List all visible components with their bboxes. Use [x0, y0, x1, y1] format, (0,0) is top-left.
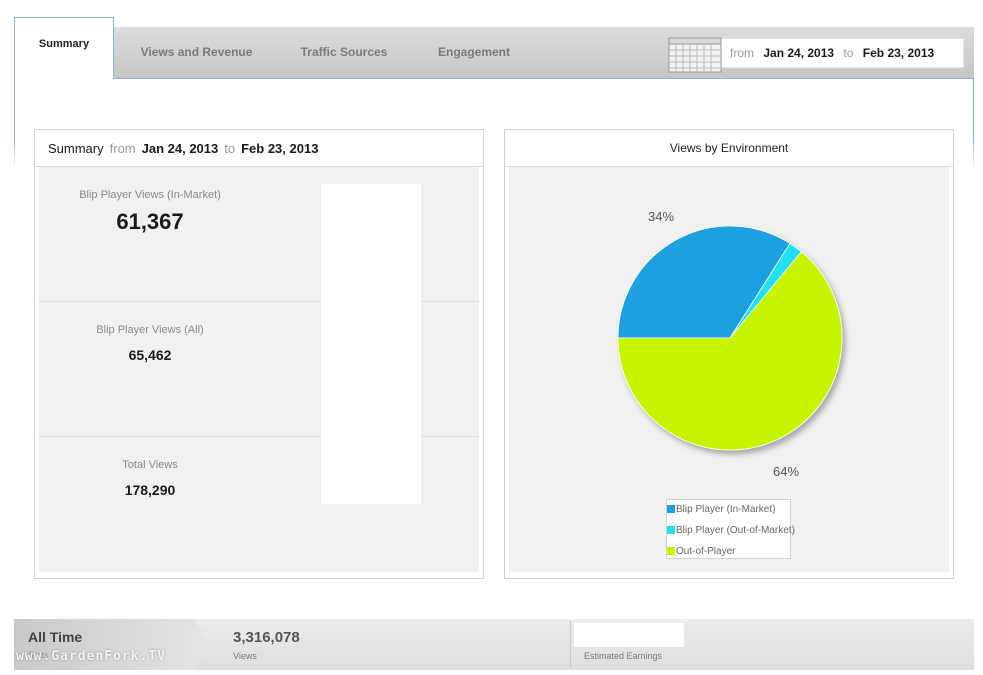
- pie-chart: [617, 225, 843, 451]
- date-range-picker[interactable]: from Jan 24, 2013 to Feb 23, 2013: [668, 37, 964, 73]
- legend-swatch: [667, 505, 675, 513]
- content-frame: [14, 78, 974, 168]
- estimated-earnings-label: Estimated Earnings: [584, 651, 663, 661]
- all-time-title: All Time: [28, 629, 83, 645]
- summary-from-date: Jan 24, 2013: [141, 140, 219, 156]
- tab-summary[interactable]: Summary: [14, 17, 114, 79]
- summary-from-label: from: [109, 140, 136, 156]
- legend-label: Out-of-Player: [676, 545, 736, 557]
- chart-title: Views by Environment: [669, 141, 789, 155]
- legend-item[interactable]: Out-of-Player: [667, 544, 735, 558]
- metric-label: Blip Player Views (In-Market): [79, 189, 221, 201]
- legend-swatch: [667, 526, 675, 534]
- pie-slice-blip-player-in-market[interactable]: [617, 225, 791, 339]
- metric-in-market: Blip Player Views (In-Market) 61,367: [39, 167, 479, 302]
- slice-label-out-of-player: 64%: [773, 464, 800, 479]
- metric-value: 178,290: [124, 482, 176, 498]
- legend-item[interactable]: Blip Player (In-Market): [667, 502, 775, 516]
- summary-title: Summary: [48, 140, 104, 156]
- date-to-value: Feb 23, 2013: [862, 46, 935, 60]
- sparkline-area: [321, 184, 421, 504]
- metric-value: 61,367: [116, 209, 184, 234]
- legend-swatch: [667, 547, 675, 555]
- all-time-subtitle: Stats: [28, 650, 49, 660]
- environment-panel: Views by Environment 34% 64% Blip Player…: [504, 129, 954, 579]
- metric-label: Total Views: [122, 459, 178, 471]
- metric-all: Blip Player Views (All) 65,462: [39, 302, 479, 437]
- date-from-label: from: [730, 46, 754, 60]
- watermark: www.GardenFork.TV: [16, 649, 167, 664]
- metric-label: Blip Player Views (All): [96, 324, 204, 336]
- tab-bar: Summary Views and Revenue Traffic Source…: [14, 17, 974, 79]
- summary-metrics: Blip Player Views (In-Market) 61,367 Bli…: [39, 167, 479, 572]
- metric-value: 65,462: [128, 347, 172, 363]
- tab-engagement[interactable]: Engagement: [437, 45, 510, 59]
- pie-slice-out-of-player[interactable]: [617, 251, 843, 451]
- all-time-views-label: Views: [233, 651, 257, 661]
- summary-panel-header: Summary from Jan 24, 2013 to Feb 23, 201…: [35, 130, 483, 167]
- summary-panel: Summary from Jan 24, 2013 to Feb 23, 201…: [34, 129, 484, 579]
- date-to-label: to: [843, 46, 854, 60]
- legend-label: Blip Player (In-Market): [676, 503, 776, 515]
- legend-item[interactable]: Blip Player (Out-of-Market): [667, 523, 795, 537]
- legend-label: Blip Player (Out-of-Market): [676, 524, 795, 536]
- pie-chart-area: 34% 64% Blip Player (In-Market) Blip Pla…: [509, 167, 949, 572]
- chart-legend: Blip Player (In-Market) Blip Player (Out…: [666, 499, 795, 559]
- all-time-views-value: 3,316,078: [233, 629, 300, 646]
- calendar-icon[interactable]: [668, 35, 722, 73]
- summary-to-date: Feb 23, 2013: [241, 140, 319, 156]
- metric-total: Total Views 178,290: [39, 437, 479, 572]
- tab-traffic-sources[interactable]: Traffic Sources: [300, 45, 388, 59]
- slice-label-in-market: 34%: [648, 209, 675, 224]
- tab-views-and-revenue[interactable]: Views and Revenue: [140, 45, 253, 59]
- summary-to-label: to: [224, 140, 236, 156]
- all-time-tab[interactable]: [14, 619, 210, 670]
- all-time-bar: All Time Stats www.GardenFork.TV 3,316,0…: [14, 619, 974, 670]
- environment-panel-header: Views by Environment: [505, 130, 953, 167]
- date-from-value: Jan 24, 2013: [763, 46, 835, 60]
- estimated-earnings-value: [574, 623, 684, 647]
